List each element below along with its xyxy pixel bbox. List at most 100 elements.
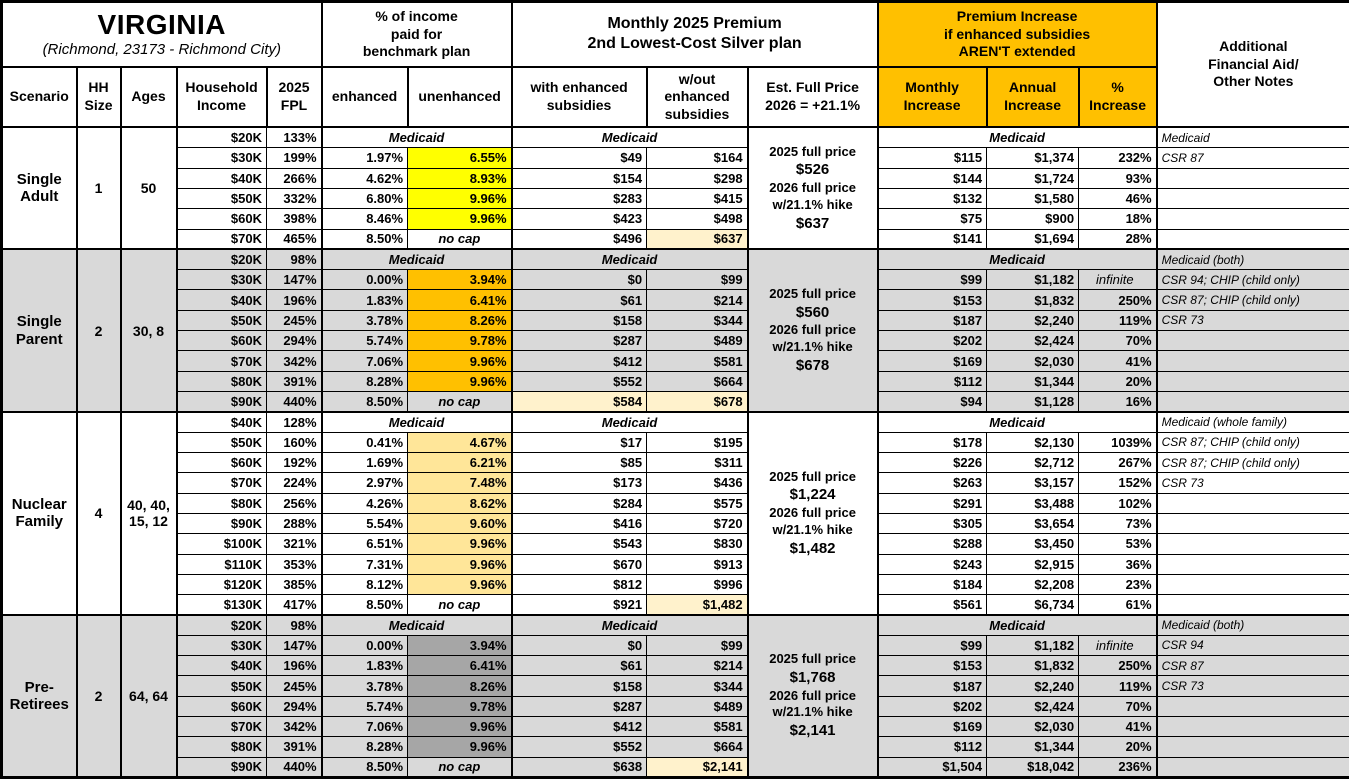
table-row: $50K 332% 6.80% 9.96% $283 $415 $132 $1,580 46% xyxy=(1,187,1349,210)
annual-increase-cell: $2,424 xyxy=(986,695,1080,718)
full-price-price_2025: $1,224 xyxy=(789,486,836,504)
pct-increase-cell: 61% xyxy=(1078,594,1158,616)
fpl-cell: 288% xyxy=(265,512,323,535)
hh-size-header: HH Size xyxy=(75,65,122,129)
income-cell: $130K xyxy=(175,594,267,616)
full-price-label_hike: w/21.1% hike xyxy=(772,521,853,537)
scenario-label: Pre- Retirees xyxy=(1,613,77,778)
fpl-cell: 98% xyxy=(265,613,323,636)
medicaid-merged-cell: Medicaid xyxy=(320,126,513,149)
without-subsidies-premium-cell: $2,141 xyxy=(646,756,749,779)
annual-increase-cell: $3,654 xyxy=(986,512,1080,535)
table-row: $40K 196% 1.83% 6.41% $61 $214 $153 $1,832 250% C… xyxy=(1,655,1349,677)
enhanced-pct-cell: 5.74% xyxy=(320,695,409,718)
monthly-increase-cell: $132 xyxy=(876,187,988,210)
enhanced-pct-cell: 1.97% xyxy=(320,147,409,169)
table-row: $30K 147% 0.00% 3.94% $0 $99 $99 $1,182 infinite… xyxy=(1,634,1349,657)
annual-increase-cell: $1,832 xyxy=(986,655,1080,677)
fpl-cell: 417% xyxy=(265,594,323,616)
enhanced-pct-cell: 6.80% xyxy=(320,187,409,210)
enhanced-pct-cell: 8.50% xyxy=(320,228,409,250)
pct-increase-cell: infinite xyxy=(1078,269,1158,291)
annual-increase-cell: $2,208 xyxy=(986,573,1080,596)
monthly-increase-cell: $99 xyxy=(876,634,988,657)
without-subsidies-premium-cell: $489 xyxy=(646,330,749,352)
fpl-cell: 342% xyxy=(265,715,323,738)
unenhanced-pct-cell: 9.60% xyxy=(407,512,513,535)
income-cell: $20K xyxy=(175,613,267,636)
with-subsidies-header: with enhanced subsidies xyxy=(510,65,648,129)
est-full-price-header: Est. Full Price 2026 = +21.1% xyxy=(746,65,879,129)
with-subsidies-premium-cell: $423 xyxy=(510,208,648,230)
income-cell: $70K xyxy=(175,228,267,250)
full-price-label_2026: 2026 full price xyxy=(769,687,856,703)
scenario-label: Single Parent xyxy=(1,248,77,413)
annual-increase-cell: $2,424 xyxy=(986,330,1080,352)
monthly-increase-cell: $169 xyxy=(876,715,988,738)
income-cell: $70K xyxy=(175,715,267,738)
income-cell: $80K xyxy=(175,370,267,393)
pct-increase-cell: 232% xyxy=(1078,147,1158,169)
notes-cell: Medicaid (both) xyxy=(1155,613,1349,636)
unenhanced-pct-cell: 8.26% xyxy=(407,309,513,332)
with-subsidies-premium-cell: $0 xyxy=(510,269,648,291)
medicaid-merged-cell: Medicaid xyxy=(510,248,749,271)
medicaid-merged-cell: Medicaid xyxy=(876,410,1158,433)
enhanced-header: enhanced xyxy=(320,65,409,129)
income-cell: $110K xyxy=(175,553,267,575)
without-subsidies-premium-cell: $996 xyxy=(646,573,749,596)
with-subsidies-premium-cell: $0 xyxy=(510,634,648,657)
full-price-label_2026: 2026 full price xyxy=(769,504,856,520)
annual-increase-cell: $2,030 xyxy=(986,350,1080,372)
table-row: $70K 342% 7.06% 9.96% $412 $581 $169 $2,030 41% xyxy=(1,350,1349,372)
annual-increase-cell: $1,374 xyxy=(986,147,1080,169)
unenhanced-header: unenhanced xyxy=(406,65,513,129)
header-row-sub: Scenario HH Size Ages Household Income 2… xyxy=(0,65,1349,129)
notes-cell: CSR 94 xyxy=(1155,634,1349,657)
income-header: Household Income xyxy=(175,65,268,129)
without-subsidies-premium-cell: $99 xyxy=(646,634,749,657)
fpl-cell: 128% xyxy=(265,410,323,433)
notes-cell xyxy=(1155,208,1349,230)
income-cell: $60K xyxy=(175,695,267,718)
with-subsidies-premium-cell: $173 xyxy=(510,472,648,494)
pct-increase-cell: 93% xyxy=(1078,167,1158,189)
pct-increase-cell: 28% xyxy=(1078,228,1158,250)
table-row: Nuclear Family 4 40, 40, 15, 12 $40K 128% Med… xyxy=(1,410,1349,616)
income-cell: $100K xyxy=(175,533,267,555)
unenhanced-pct-cell: 9.96% xyxy=(407,370,513,393)
without-subsidies-premium-cell: $664 xyxy=(646,370,749,393)
income-cell: $30K xyxy=(175,147,267,169)
income-cell: $90K xyxy=(175,512,267,535)
notes-cell xyxy=(1155,715,1349,738)
without-subsidies-premium-cell: $1,482 xyxy=(646,594,749,616)
notes-cell xyxy=(1155,756,1349,779)
annual-increase-cell: $1,182 xyxy=(986,634,1080,657)
notes-cell xyxy=(1155,390,1349,413)
with-subsidies-premium-cell: $670 xyxy=(510,553,648,575)
without-subsidies-premium-cell: $298 xyxy=(646,167,749,189)
annual-increase-cell: $1,182 xyxy=(986,269,1080,291)
without-subsidies-premium-cell: $498 xyxy=(646,208,749,230)
pct-increase-cell: 70% xyxy=(1078,695,1158,718)
notes-cell: Medicaid (whole family) xyxy=(1155,410,1349,433)
full-price-cell: 2025 full price $1,224 2026 full price w/21… xyxy=(746,410,879,616)
notes-cell xyxy=(1155,695,1349,718)
income-cell: $40K xyxy=(175,655,267,677)
notes-cell xyxy=(1155,736,1349,758)
income-cell: $90K xyxy=(175,390,267,413)
table-row: Single Adult 1 50 $20K 133% Medicaid Medicaid 2… xyxy=(1,126,1349,250)
unenhanced-pct-cell: 7.48% xyxy=(407,472,513,494)
annual-increase-cell: $18,042 xyxy=(986,756,1080,779)
pct-increase-header: % Increase xyxy=(1077,65,1158,129)
without-subsidies-premium-cell: $581 xyxy=(646,715,749,738)
pct-increase-cell: 41% xyxy=(1078,715,1158,738)
full-price-cell: 2025 full price $526 2026 full price w/21.1… xyxy=(746,126,879,250)
scenario-label: Single Adult xyxy=(1,126,77,250)
pct-increase-cell: 36% xyxy=(1078,553,1158,575)
enhanced-pct-cell: 8.46% xyxy=(320,208,409,230)
ages-header: Ages xyxy=(119,65,178,129)
income-cell: $80K xyxy=(175,736,267,758)
pct-increase-cell: 20% xyxy=(1078,736,1158,758)
income-cell: $50K xyxy=(175,309,267,332)
